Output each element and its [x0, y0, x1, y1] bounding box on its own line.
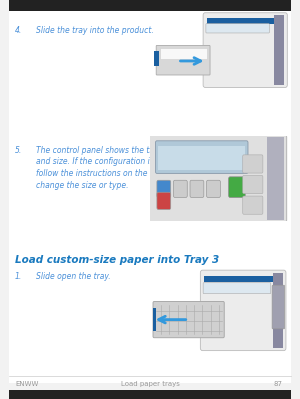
Bar — [153, 308, 156, 331]
Bar — [160, 48, 207, 59]
FancyBboxPatch shape — [173, 180, 187, 198]
Bar — [158, 146, 245, 170]
FancyBboxPatch shape — [9, 10, 291, 383]
FancyBboxPatch shape — [229, 177, 245, 198]
FancyBboxPatch shape — [203, 13, 287, 87]
Text: 1.: 1. — [15, 272, 22, 281]
Bar — [267, 137, 284, 220]
Text: 87: 87 — [273, 381, 282, 387]
FancyBboxPatch shape — [243, 155, 263, 173]
Bar — [274, 15, 284, 85]
FancyBboxPatch shape — [200, 270, 286, 351]
FancyBboxPatch shape — [243, 196, 263, 214]
FancyBboxPatch shape — [206, 24, 269, 33]
FancyBboxPatch shape — [155, 141, 248, 174]
FancyBboxPatch shape — [148, 134, 286, 223]
Text: ENWW: ENWW — [15, 381, 38, 387]
Bar — [9, 390, 291, 399]
FancyBboxPatch shape — [243, 176, 263, 194]
Bar — [9, 0, 291, 11]
Text: Slide open the tray.: Slide open the tray. — [36, 272, 111, 281]
Text: 5.: 5. — [15, 146, 22, 155]
FancyBboxPatch shape — [157, 192, 171, 209]
Bar — [154, 51, 159, 66]
Bar — [202, 48, 208, 71]
FancyBboxPatch shape — [190, 180, 204, 198]
Text: Slide the tray into the product.: Slide the tray into the product. — [36, 26, 154, 35]
FancyBboxPatch shape — [153, 302, 224, 338]
Bar — [207, 18, 284, 24]
FancyBboxPatch shape — [207, 180, 220, 198]
FancyBboxPatch shape — [203, 283, 271, 294]
FancyBboxPatch shape — [156, 45, 210, 75]
Text: Load paper trays: Load paper trays — [121, 381, 179, 387]
Text: The control panel shows the tray’s paper type
and size. If the configuration is : The control panel shows the tray’s paper… — [36, 146, 212, 190]
Text: Load custom-size paper into Tray 3: Load custom-size paper into Tray 3 — [15, 255, 219, 265]
FancyBboxPatch shape — [157, 180, 171, 198]
FancyBboxPatch shape — [272, 285, 285, 329]
Text: 4.: 4. — [15, 26, 22, 35]
Bar — [273, 273, 283, 348]
Bar — [204, 276, 283, 282]
